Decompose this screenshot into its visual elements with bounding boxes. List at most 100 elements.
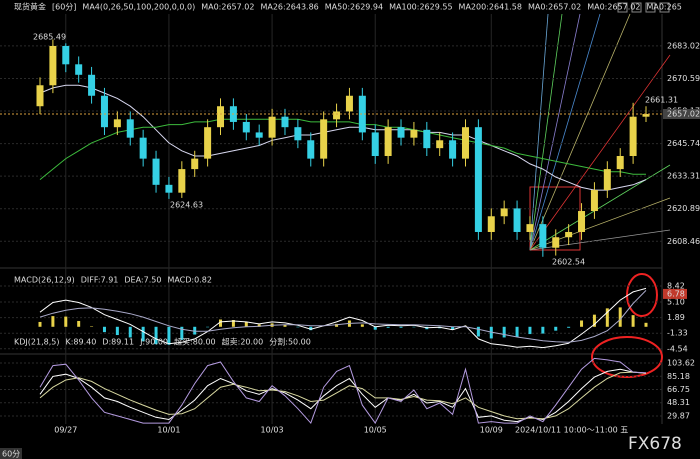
macd-bar bbox=[554, 326, 558, 331]
y-tick-label: 66.75 bbox=[667, 385, 690, 394]
candle-body bbox=[217, 106, 225, 128]
macd-bar bbox=[283, 324, 287, 327]
macd-bar bbox=[567, 326, 571, 328]
x-tick-label: 09/27 bbox=[54, 426, 77, 435]
candle-body bbox=[474, 127, 482, 232]
candle-body bbox=[371, 132, 379, 157]
fan-line bbox=[529, 13, 581, 251]
header-text: 分割:50.00 bbox=[269, 337, 311, 347]
y-tick-label: 2670.59 bbox=[667, 74, 700, 83]
header-text: MA0:2657.02 bbox=[201, 3, 254, 12]
price-annotation: 2661.31 bbox=[645, 96, 678, 105]
header-text: MA0:2657.02 bbox=[528, 3, 581, 12]
candle-body bbox=[358, 95, 366, 133]
candle-body bbox=[307, 140, 315, 159]
x-tick-label: 10/05 bbox=[364, 426, 387, 435]
fan-line bbox=[529, 229, 671, 251]
header-text: DEA:7.50 bbox=[124, 276, 161, 285]
candle-body bbox=[281, 116, 289, 128]
candle-body bbox=[165, 184, 173, 193]
macd-bar bbox=[451, 326, 455, 330]
candle-body bbox=[62, 45, 70, 65]
header-text: K:89.40 bbox=[65, 338, 96, 347]
y-tick-label: 8.42 bbox=[667, 281, 685, 290]
y-tick-label: 2683.02 bbox=[667, 41, 700, 50]
fan-line bbox=[529, 13, 549, 251]
y-tick-label: 48.31 bbox=[667, 398, 690, 407]
candle-body bbox=[126, 119, 134, 138]
candle-body bbox=[603, 169, 611, 191]
y-tick-label: 103.62 bbox=[667, 359, 695, 368]
fan-line bbox=[529, 13, 631, 251]
candle-body bbox=[320, 119, 328, 159]
macd-bar bbox=[154, 326, 158, 345]
header-text: 现货黄金 bbox=[14, 2, 46, 12]
candle-body bbox=[642, 114, 650, 117]
candle-body bbox=[88, 74, 96, 96]
candle-body bbox=[449, 140, 457, 159]
header-text: MA0:265 bbox=[646, 3, 681, 12]
toolbar-icon[interactable] bbox=[659, 2, 670, 13]
macd-bar bbox=[373, 326, 377, 330]
macd-tag bbox=[663, 288, 687, 299]
candle-body bbox=[345, 95, 353, 112]
candle-body bbox=[526, 224, 534, 232]
header-text: [60分] bbox=[52, 3, 76, 12]
candle-body bbox=[384, 127, 392, 157]
header-text: 超卖:20.00 bbox=[222, 337, 264, 347]
macd-bar bbox=[167, 326, 171, 345]
fan-line bbox=[529, 13, 601, 251]
macd-bar bbox=[335, 323, 339, 327]
macd-line bbox=[39, 287, 647, 349]
candle-body bbox=[294, 127, 302, 141]
macd-bar bbox=[141, 326, 145, 342]
candle-body bbox=[139, 137, 147, 159]
candle-body bbox=[75, 64, 83, 75]
y-tick-label: 5.10 bbox=[667, 298, 685, 307]
x-tick-label: 10/01 bbox=[157, 426, 180, 435]
toolbar-icon[interactable] bbox=[645, 2, 656, 13]
macd-bar bbox=[489, 326, 493, 339]
header-text: MACD(26,12,9) bbox=[14, 276, 75, 285]
header-text: MA200:2641.58 bbox=[459, 3, 522, 12]
gann-fan bbox=[529, 13, 671, 251]
candle-body bbox=[178, 169, 186, 193]
period-tag-box bbox=[0, 448, 22, 459]
candle-body bbox=[539, 224, 547, 248]
candle-body bbox=[333, 111, 341, 120]
candle-body bbox=[255, 132, 263, 138]
macd-bar bbox=[193, 326, 197, 335]
candle-body bbox=[616, 156, 624, 170]
price-annotation: 2624.63 bbox=[170, 201, 203, 210]
macd-tag-label: 6.78 bbox=[667, 289, 685, 298]
ma-line bbox=[39, 84, 647, 191]
macd-bar bbox=[605, 308, 609, 327]
highlight-circle bbox=[591, 336, 663, 378]
candle-body bbox=[268, 116, 276, 138]
toolbar-icon[interactable] bbox=[617, 2, 628, 13]
y-tick-label: 2645.74 bbox=[667, 139, 700, 148]
fan-line bbox=[529, 54, 671, 251]
macd-bar bbox=[476, 326, 480, 337]
candle-body bbox=[513, 208, 521, 232]
macd-bar bbox=[219, 319, 223, 327]
ma-line bbox=[39, 118, 646, 180]
crosshair-label: 2024/10/11 10:00～11:00 五 bbox=[515, 426, 628, 435]
macd-bar bbox=[257, 324, 261, 327]
toolbar-icon[interactable] bbox=[631, 2, 642, 13]
candle-body bbox=[590, 190, 598, 212]
y-tick-label: 29.87 bbox=[667, 411, 690, 420]
candle-body bbox=[578, 211, 586, 232]
candle-body bbox=[191, 158, 199, 170]
macd-bar bbox=[541, 326, 545, 334]
x-tick-label: 10/03 bbox=[261, 426, 284, 435]
macd-bar bbox=[128, 326, 132, 338]
candle-body bbox=[487, 216, 495, 232]
header-text: MA4(0,26,50,100,200,0,0,0) bbox=[82, 3, 195, 12]
candle-body bbox=[423, 129, 431, 149]
candle-body bbox=[436, 140, 444, 149]
macd-bar bbox=[102, 326, 106, 333]
candle-body bbox=[49, 45, 57, 86]
